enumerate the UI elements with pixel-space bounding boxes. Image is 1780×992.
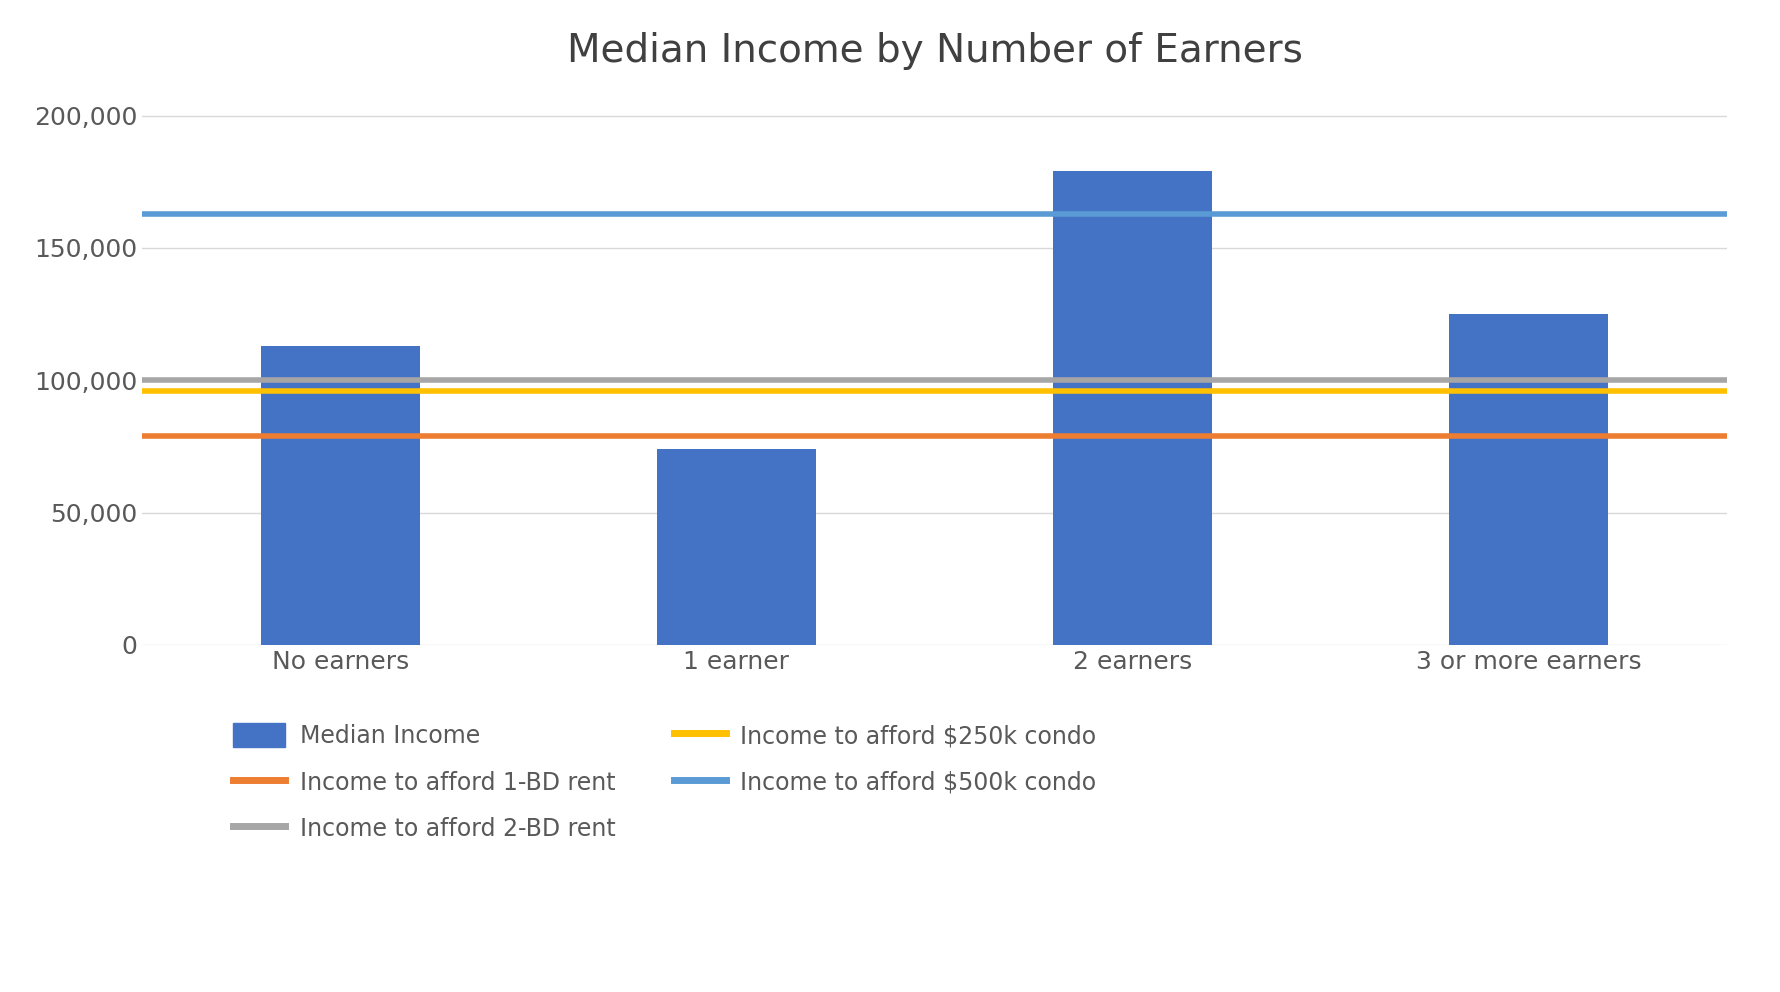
Bar <box>262 346 420 645</box>
Title: Median Income by Number of Earners: Median Income by Number of Earners <box>566 32 1303 69</box>
Legend: Median Income, Income to afford 1-BD rent, Income to afford 2-BD rent, Income to: Median Income, Income to afford 1-BD ren… <box>233 723 1096 841</box>
Bar <box>657 449 815 645</box>
Bar <box>1449 314 1607 645</box>
Bar <box>1054 172 1212 645</box>
